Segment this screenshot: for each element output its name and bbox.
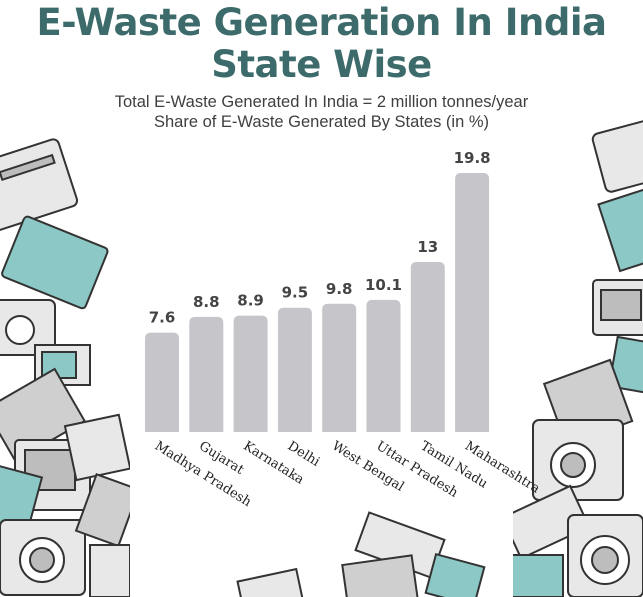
- value-labels-group: 7.6 8.8 8.9 9.5 9.8 10.1 13 19.8: [149, 149, 491, 327]
- bars-group: [145, 173, 490, 432]
- subtitle-line-2: Share of E-Waste Generated By States (in…: [153, 113, 490, 131]
- value-label-maharashtra: 19.8: [454, 149, 491, 167]
- value-label-delhi: 9.5: [282, 284, 309, 302]
- title-line-1: E-Waste Generation In India: [36, 1, 607, 44]
- bar-gujarat: [189, 316, 224, 432]
- category-label-maharashtra: Maharashtra: [462, 439, 543, 497]
- value-label-uttar-pradesh: 10.1: [365, 276, 402, 294]
- chart-title: E-Waste Generation In India State Wise: [0, 2, 643, 86]
- value-label-karnataka: 8.9: [237, 292, 264, 310]
- bar-west-bengal: [322, 303, 357, 432]
- left-e-waste-pile-illustration: [0, 138, 130, 597]
- bottom-e-waste-debris-illustration: [236, 511, 486, 597]
- value-label-tamil-nadu: 13: [417, 238, 438, 256]
- chart-subtitle: Total E-Waste Generated In India = 2 mil…: [0, 92, 643, 132]
- bar-madhya-pradesh: [145, 332, 179, 432]
- value-label-madhya-pradesh: 7.6: [149, 309, 176, 327]
- bar-tamil-nadu: [410, 261, 445, 432]
- right-e-waste-pile-illustration: [513, 117, 643, 597]
- subtitle-line-1: Total E-Waste Generated In India = 2 mil…: [114, 93, 529, 111]
- bar-maharashtra: [455, 173, 490, 432]
- bar-uttar-pradesh: [366, 299, 401, 432]
- value-label-gujarat: 8.8: [193, 293, 220, 311]
- bar-karnataka: [233, 315, 268, 432]
- bar-delhi: [277, 307, 312, 432]
- value-label-west-bengal: 9.8: [326, 280, 353, 298]
- title-line-2: State Wise: [211, 43, 432, 86]
